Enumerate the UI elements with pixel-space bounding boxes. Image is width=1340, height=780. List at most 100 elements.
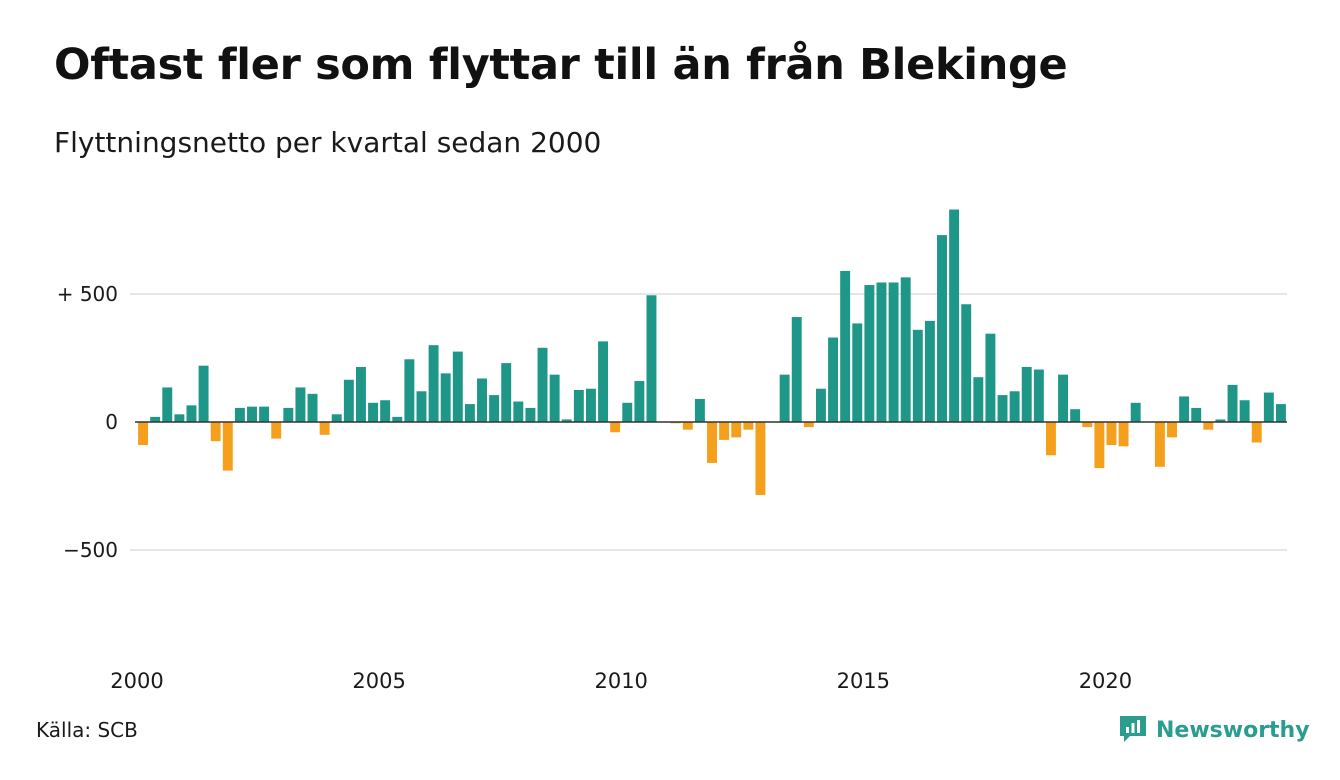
- bar: [864, 285, 875, 422]
- bar: [1082, 422, 1093, 428]
- bar: [900, 277, 911, 422]
- bar: [440, 373, 451, 422]
- bar: [1070, 409, 1081, 422]
- bar: [355, 366, 366, 422]
- bar: [513, 401, 524, 422]
- y-axis-ticks: + 500 0 −500: [57, 282, 118, 562]
- bar: [380, 400, 391, 422]
- bar: [477, 378, 487, 422]
- bar: [186, 405, 197, 422]
- bar: [634, 381, 645, 422]
- x-tick-label: 2015: [837, 669, 890, 693]
- x-tick-label: 2000: [110, 669, 163, 693]
- x-tick-label: 2010: [594, 669, 647, 693]
- bar: [331, 414, 342, 422]
- bar: [1118, 422, 1129, 447]
- bar: [585, 388, 596, 422]
- bar: [815, 388, 826, 422]
- bar: [283, 407, 294, 422]
- bar: [537, 347, 548, 422]
- bar: [1094, 422, 1105, 469]
- bar: [295, 387, 306, 422]
- bar: [937, 235, 947, 422]
- bar: [174, 414, 185, 422]
- bar: [852, 323, 863, 422]
- bar: [1154, 422, 1165, 467]
- bar: [876, 282, 887, 422]
- bar: [452, 351, 463, 422]
- bar: [1215, 419, 1226, 422]
- bar: [961, 304, 972, 422]
- bar: [210, 422, 221, 442]
- bar: [464, 404, 475, 422]
- bar: [1058, 374, 1069, 422]
- bar: [622, 402, 633, 422]
- bar: [392, 416, 403, 422]
- bar: [343, 379, 354, 422]
- bar: [694, 398, 705, 422]
- bar: [368, 402, 379, 422]
- bar: [755, 422, 766, 495]
- bar: [404, 359, 415, 422]
- x-axis-ticks: 2000 2005 2010 2015 2020: [110, 669, 1132, 693]
- bar: [1275, 404, 1286, 422]
- bar: [573, 390, 584, 422]
- bar: [924, 320, 935, 422]
- bar: [501, 363, 512, 422]
- bar: [259, 406, 270, 422]
- bar: [1251, 422, 1262, 443]
- bar: [1106, 422, 1117, 446]
- gridlines: [130, 293, 1287, 551]
- bar: [428, 345, 439, 422]
- bar: [150, 416, 161, 422]
- bar: [1263, 392, 1274, 422]
- bar: [416, 391, 427, 422]
- y-tick-label: + 500: [57, 282, 118, 306]
- y-tick-label: −500: [63, 538, 118, 562]
- bar: [707, 422, 717, 463]
- source-note: Källa: SCB: [36, 718, 138, 742]
- bar: [1167, 422, 1177, 438]
- bar: [828, 337, 839, 422]
- bar: [779, 374, 790, 422]
- bar: [791, 317, 802, 422]
- bar: [198, 365, 209, 422]
- brand-name: Newsworthy: [1156, 717, 1310, 743]
- bar: [1009, 391, 1020, 422]
- bar: [1227, 384, 1238, 422]
- bar: [743, 422, 754, 430]
- bar: [525, 407, 536, 422]
- bar: [162, 387, 173, 422]
- bar: [719, 422, 730, 440]
- bar: [234, 407, 245, 422]
- x-tick-label: 2020: [1079, 669, 1132, 693]
- bar: [997, 395, 1008, 422]
- bar: [646, 295, 657, 422]
- bar: [1130, 402, 1141, 422]
- bar: [973, 377, 984, 422]
- bar: [1191, 407, 1202, 422]
- bar: [1179, 396, 1190, 422]
- bar: [307, 393, 318, 422]
- bar: [888, 282, 899, 422]
- bar: [1239, 400, 1250, 422]
- brand-logo[interactable]: Newsworthy: [1118, 713, 1310, 747]
- newsworthy-logo-icon: [1118, 713, 1148, 747]
- chart-subtitle: Flyttningsnetto per kvartal sedan 2000: [54, 126, 602, 159]
- bar: [985, 333, 996, 422]
- bar: [549, 374, 560, 422]
- bar: [561, 419, 572, 422]
- y-tick-label: 0: [105, 410, 118, 434]
- bar: [598, 341, 609, 422]
- chart-title: Oftast fler som flyttar till än från Ble…: [54, 40, 1068, 90]
- bar: [247, 406, 257, 422]
- bar: [840, 270, 851, 422]
- bar: [138, 422, 149, 446]
- bars: [138, 209, 1286, 495]
- bar: [489, 395, 500, 422]
- bar: [1033, 369, 1044, 422]
- bar: [1203, 422, 1214, 430]
- bar: [949, 209, 960, 422]
- bar: [803, 422, 814, 428]
